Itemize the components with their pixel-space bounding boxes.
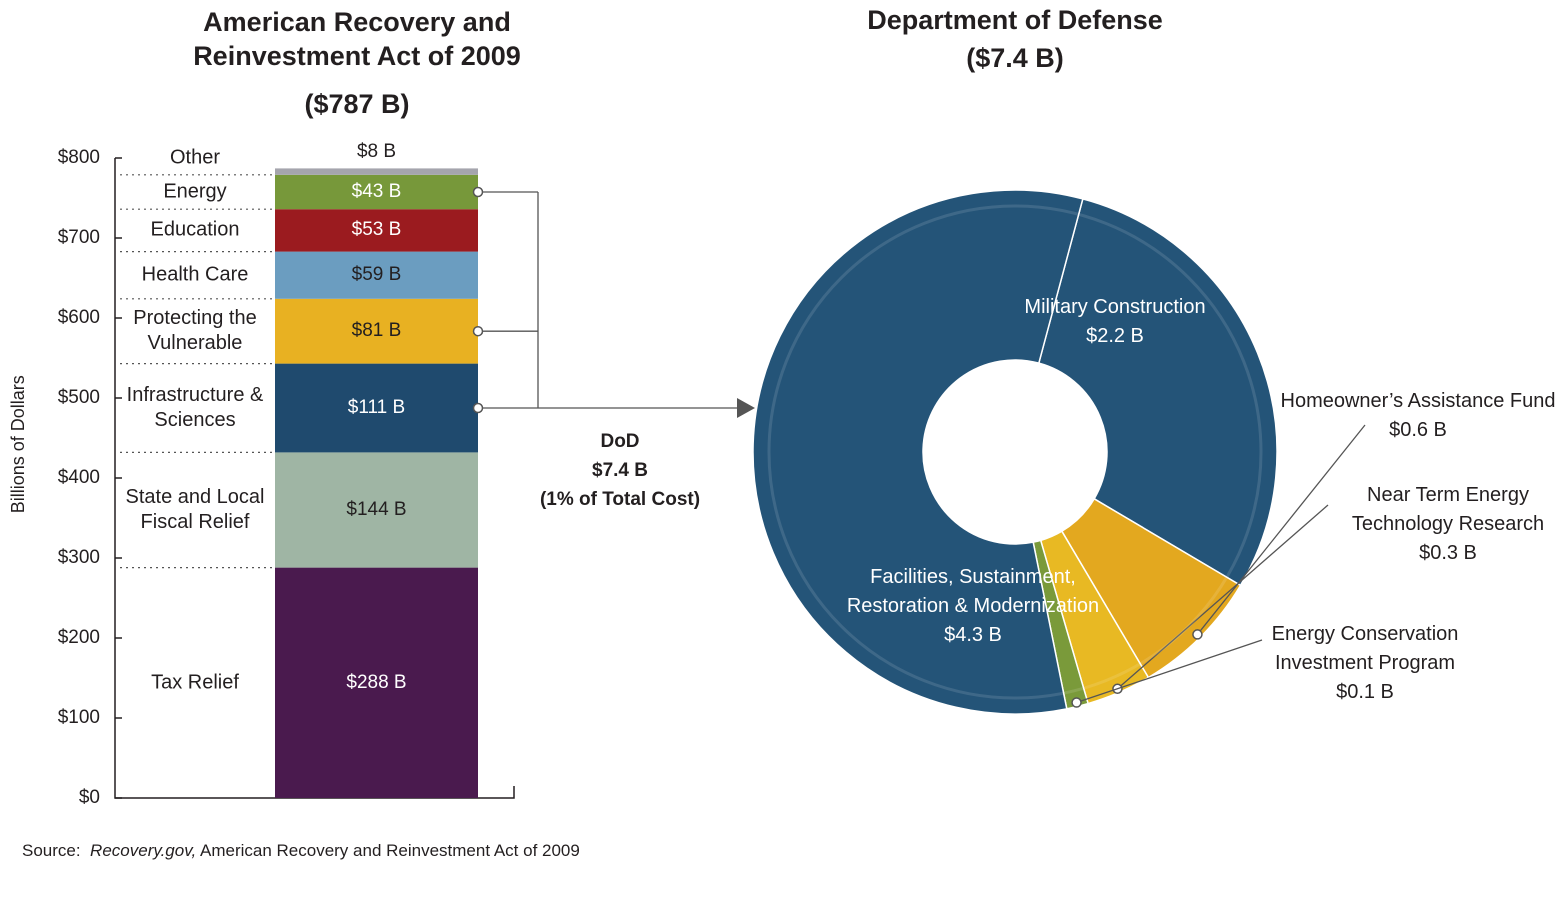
series-label: Tax Relief [151,671,239,694]
slice-label: Facilities, Sustainment, Restoration & M… [830,563,1116,650]
bar-segment [275,567,478,798]
annotation: $7.4 B [592,460,648,481]
source-label: Source: [22,841,81,860]
bar-title: American Recovery and Reinvestment Act o… [193,7,521,71]
connector-dot [472,325,484,337]
slice-label: Military Construction $2.2 B [970,293,1260,351]
donut-slice [1037,198,1278,587]
slice-label: Homeowner’s Assistance Fund $0.6 B [1270,387,1566,445]
bar-segment [275,452,478,568]
y-tick-label: $300 [57,547,100,568]
leader-dot [1192,629,1203,640]
value-label: $288 B [346,671,407,693]
leader-line [1076,639,1263,704]
slice-label: Energy Conservation Investment Program $0… [1255,620,1475,707]
slice-name: Military Construction [1024,296,1206,318]
bar-subtitle: ($787 B) [304,89,410,119]
source: Source: Recovery.gov, American Recovery … [22,840,580,861]
series-label: Health Care [141,263,249,286]
value-label: $111 B [347,397,406,419]
donut-subtitle: ($7.4 B) [966,43,1064,73]
slice-value: $2.2 B [1086,325,1144,347]
y-tick-label: $100 [57,707,100,728]
series-label: Infrastructure & Sciences [126,384,264,431]
y-tick-label: $700 [57,227,100,248]
donut-ring [767,204,1263,700]
source-text: American Recovery and Reinvestment Act o… [199,841,580,860]
series-label: Education [150,218,240,241]
y-tick-label: $500 [57,387,100,408]
donut-title: Department of Defense [867,5,1163,35]
annotation: (1% of Total Cost) [539,489,701,510]
series-label: Other [169,146,221,169]
leader-line [1196,424,1366,635]
value-label: $53 B [351,219,402,241]
slice-value: $0.6 B [1389,419,1447,441]
slice-name: Facilities, Sustainment, Restoration & M… [846,566,1100,617]
bar-segment [275,174,478,210]
y-tick-label: $200 [57,627,100,648]
bar-segment [275,298,478,364]
slice-value: $4.3 B [944,624,1002,646]
y-tick-label: $400 [57,467,100,488]
value-label: $144 B [346,499,407,521]
series-label: State and Local Fiscal Relief [125,486,265,533]
value-label: $8 B [356,141,397,163]
series-label: Energy [163,180,227,203]
value-label: $81 B [351,320,402,342]
slice-name: Homeowner’s Assistance Fund [1280,390,1556,412]
y-tick-label: $0 [78,787,100,808]
bar-segment [275,363,478,453]
bar-segment [275,168,478,175]
annotation: DoD [600,431,640,452]
slice-name: Near Term Energy Technology Research [1351,484,1545,535]
y-tick-label: $800 [57,147,100,168]
slice-label: Near Term Energy Technology Research $0.3… [1340,481,1556,568]
value-label: $59 B [351,264,402,286]
y-tick-label: $600 [57,307,100,328]
slice-value: $0.3 B [1419,542,1477,564]
y-axis-label: Billions of Dollars [7,375,28,514]
slice-value: $0.1 B [1336,681,1394,703]
series-label: Protecting the Vulnerable [133,307,257,355]
connector-dot [472,186,484,198]
leader-dot [1071,697,1082,708]
arrow-head [737,398,755,418]
bar-segment [275,209,478,252]
source-site: Recovery.gov, [90,841,197,860]
value-label: $43 B [351,181,402,203]
leader-line [1117,504,1329,690]
bar-segment [275,251,478,299]
donut-slice [752,189,1084,715]
slice-name: Energy Conservation Investment Program [1271,623,1459,674]
connector-dot [472,402,484,414]
